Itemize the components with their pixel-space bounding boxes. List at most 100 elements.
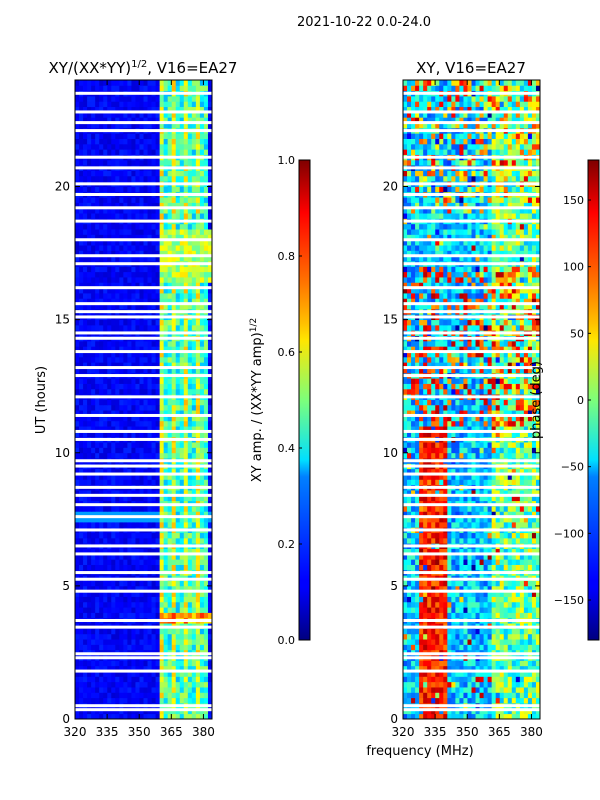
heatmap-cell	[135, 495, 140, 502]
heatmap-cell	[107, 639, 112, 645]
heatmap-cell	[99, 585, 104, 592]
heatmap-cell	[195, 170, 201, 177]
heatmap-cell	[427, 612, 432, 619]
flagged-row	[75, 544, 212, 548]
heatmap-cell	[447, 639, 452, 645]
heatmap-cell	[511, 628, 517, 635]
heatmap-cell	[111, 234, 116, 241]
heatmap-cell	[151, 410, 156, 416]
heatmap-cell	[171, 607, 177, 613]
heatmap-cell	[203, 287, 209, 294]
heatmap-cell	[167, 452, 173, 459]
heatmap-cell	[111, 223, 116, 230]
heatmap-cell	[111, 271, 116, 278]
heatmap-cell	[83, 490, 88, 496]
heatmap-cell	[183, 202, 189, 209]
heatmap-cell	[535, 697, 540, 704]
heatmap-cell	[123, 410, 128, 416]
heatmap-cell	[183, 601, 189, 608]
heatmap-cell	[507, 676, 513, 683]
heatmap-cell	[491, 639, 497, 645]
heatmap-cell	[159, 537, 165, 544]
heatmap-cell	[199, 229, 205, 235]
heatmap-cell	[159, 378, 165, 384]
heatmap-cell	[195, 660, 201, 667]
heatmap-cell	[131, 117, 136, 123]
heatmap-cell	[107, 340, 112, 347]
heatmap-cell	[195, 479, 201, 486]
heatmap-cell	[87, 399, 92, 406]
heatmap-cell	[119, 681, 124, 688]
heatmap-cell	[99, 671, 104, 677]
heatmap-cell	[83, 548, 88, 555]
heatmap-cell	[143, 612, 148, 619]
heatmap-cell	[159, 553, 165, 560]
heatmap-cell	[115, 378, 120, 384]
heatmap-cell	[503, 601, 509, 608]
heatmap-cell	[151, 468, 156, 475]
heatmap-cell	[527, 628, 533, 635]
heatmap-cell	[99, 133, 104, 139]
heatmap-cell	[119, 356, 124, 363]
heatmap-cell	[207, 250, 212, 257]
heatmap-cell	[199, 708, 205, 715]
heatmap-cell	[139, 601, 144, 608]
heatmap-cell	[107, 149, 112, 155]
heatmap-cell	[199, 111, 205, 118]
heatmap-cell	[123, 532, 128, 539]
heatmap-cell	[471, 687, 476, 693]
heatmap-cell	[455, 628, 460, 635]
heatmap-cell	[135, 346, 140, 352]
heatmap-cell	[535, 601, 540, 608]
heatmap-cell	[507, 601, 513, 608]
heatmap-cell	[111, 138, 116, 145]
heatmap-cell	[123, 580, 128, 587]
heatmap-cell	[191, 591, 197, 597]
heatmap-cell	[183, 234, 189, 241]
heatmap-cell	[131, 213, 136, 219]
heatmap-cell	[467, 639, 472, 645]
heatmap-cell	[423, 660, 428, 667]
heatmap-cell	[187, 378, 193, 384]
heatmap-cell	[95, 138, 100, 145]
flagged-row	[75, 493, 212, 497]
heatmap-cell	[143, 287, 148, 294]
heatmap-cell	[203, 697, 209, 704]
heatmap-cell	[91, 122, 96, 129]
heatmap-cell	[115, 628, 120, 635]
heatmap-cell	[139, 447, 144, 454]
heatmap-cell	[175, 580, 181, 587]
heatmap-cell	[99, 639, 104, 645]
heatmap-cell	[143, 644, 148, 651]
heatmap-cell	[155, 553, 161, 560]
heatmap-cell	[163, 298, 169, 305]
heatmap-cell	[155, 537, 161, 544]
heatmap-cell	[187, 101, 193, 108]
heatmap-cell	[91, 415, 96, 422]
heatmap-cell	[203, 223, 209, 230]
flagged-row	[75, 577, 212, 581]
heatmap-cell	[111, 378, 116, 384]
heatmap-cell	[119, 511, 124, 518]
heatmap-cell	[87, 319, 92, 326]
heatmap-cell	[75, 159, 80, 166]
heatmap-cell	[183, 245, 189, 251]
heatmap-cell	[447, 612, 452, 619]
heatmap-cell	[135, 356, 140, 363]
heatmap-cell	[411, 601, 416, 608]
left-colorbar-ticks: 0.00.20.40.60.81.0	[278, 154, 302, 647]
heatmap-cell	[203, 138, 209, 145]
heatmap-cell	[75, 580, 80, 587]
heatmap-cell	[179, 362, 185, 368]
heatmap-cell	[195, 426, 201, 432]
heatmap-cell	[123, 415, 128, 422]
heatmap-cell	[143, 681, 148, 688]
heatmap-cell	[191, 298, 197, 305]
heatmap-cell	[107, 681, 112, 688]
heatmap-cell	[199, 351, 205, 358]
heatmap-cell	[127, 548, 132, 555]
heatmap-cell	[119, 639, 124, 645]
heatmap-cell	[95, 420, 100, 427]
heatmap-cell	[171, 245, 177, 251]
heatmap-cell	[455, 676, 460, 683]
